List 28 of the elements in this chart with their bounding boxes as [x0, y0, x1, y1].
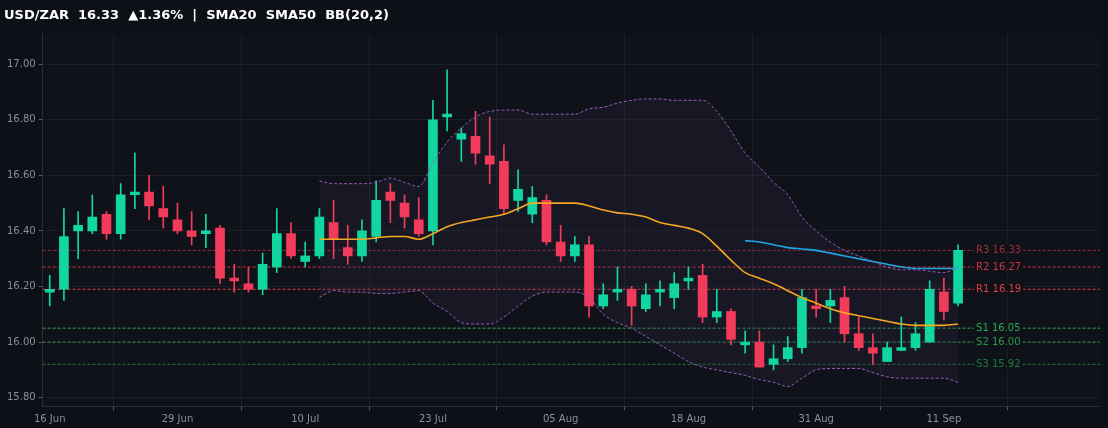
ref-line-label: R3 16.33 [976, 243, 1022, 255]
x-tick-label: 05 Aug [542, 412, 579, 424]
x-tick-label: 23 Jul [418, 412, 447, 424]
candlestick [868, 333, 878, 365]
y-tick-label: 17.00 [6, 57, 36, 69]
y-tick-label: 16.40 [6, 224, 36, 236]
x-tick-label: 18 Aug [670, 412, 707, 424]
candlestick [896, 316, 907, 351]
line-series [318, 98, 959, 274]
candlestick [456, 127, 467, 162]
x-tick-label: 10 Jul [291, 412, 320, 424]
ref-line-label: R2 16.27 [976, 260, 1022, 272]
y-tick-label: 16.20 [6, 280, 36, 292]
y-tick-label: 16.60 [6, 168, 36, 180]
chart-title: USD/ZAR 16.33 ▲1.36% | SMA20 SMA50 BB(20,2) [4, 7, 389, 23]
line-series [318, 290, 959, 388]
ref-line-label: S3 15.92 [976, 357, 1021, 369]
y-tick-label: 16.00 [6, 335, 36, 347]
line-series [744, 239, 959, 270]
y-tick-label: 15.80 [6, 391, 36, 403]
ref-line-label: R1 16.19 [976, 282, 1022, 294]
ref-line-label: S1 16.05 [976, 321, 1021, 333]
y-tick-label: 16.80 [6, 113, 36, 125]
ref-line-label: S2 16.00 [976, 335, 1021, 347]
x-tick-label: 16 Jun [33, 412, 66, 424]
x-tick-label: 11 Sep [926, 412, 962, 424]
x-tick-label: 31 Aug [798, 412, 834, 424]
x-tick-label: 29 Jun [161, 412, 194, 424]
